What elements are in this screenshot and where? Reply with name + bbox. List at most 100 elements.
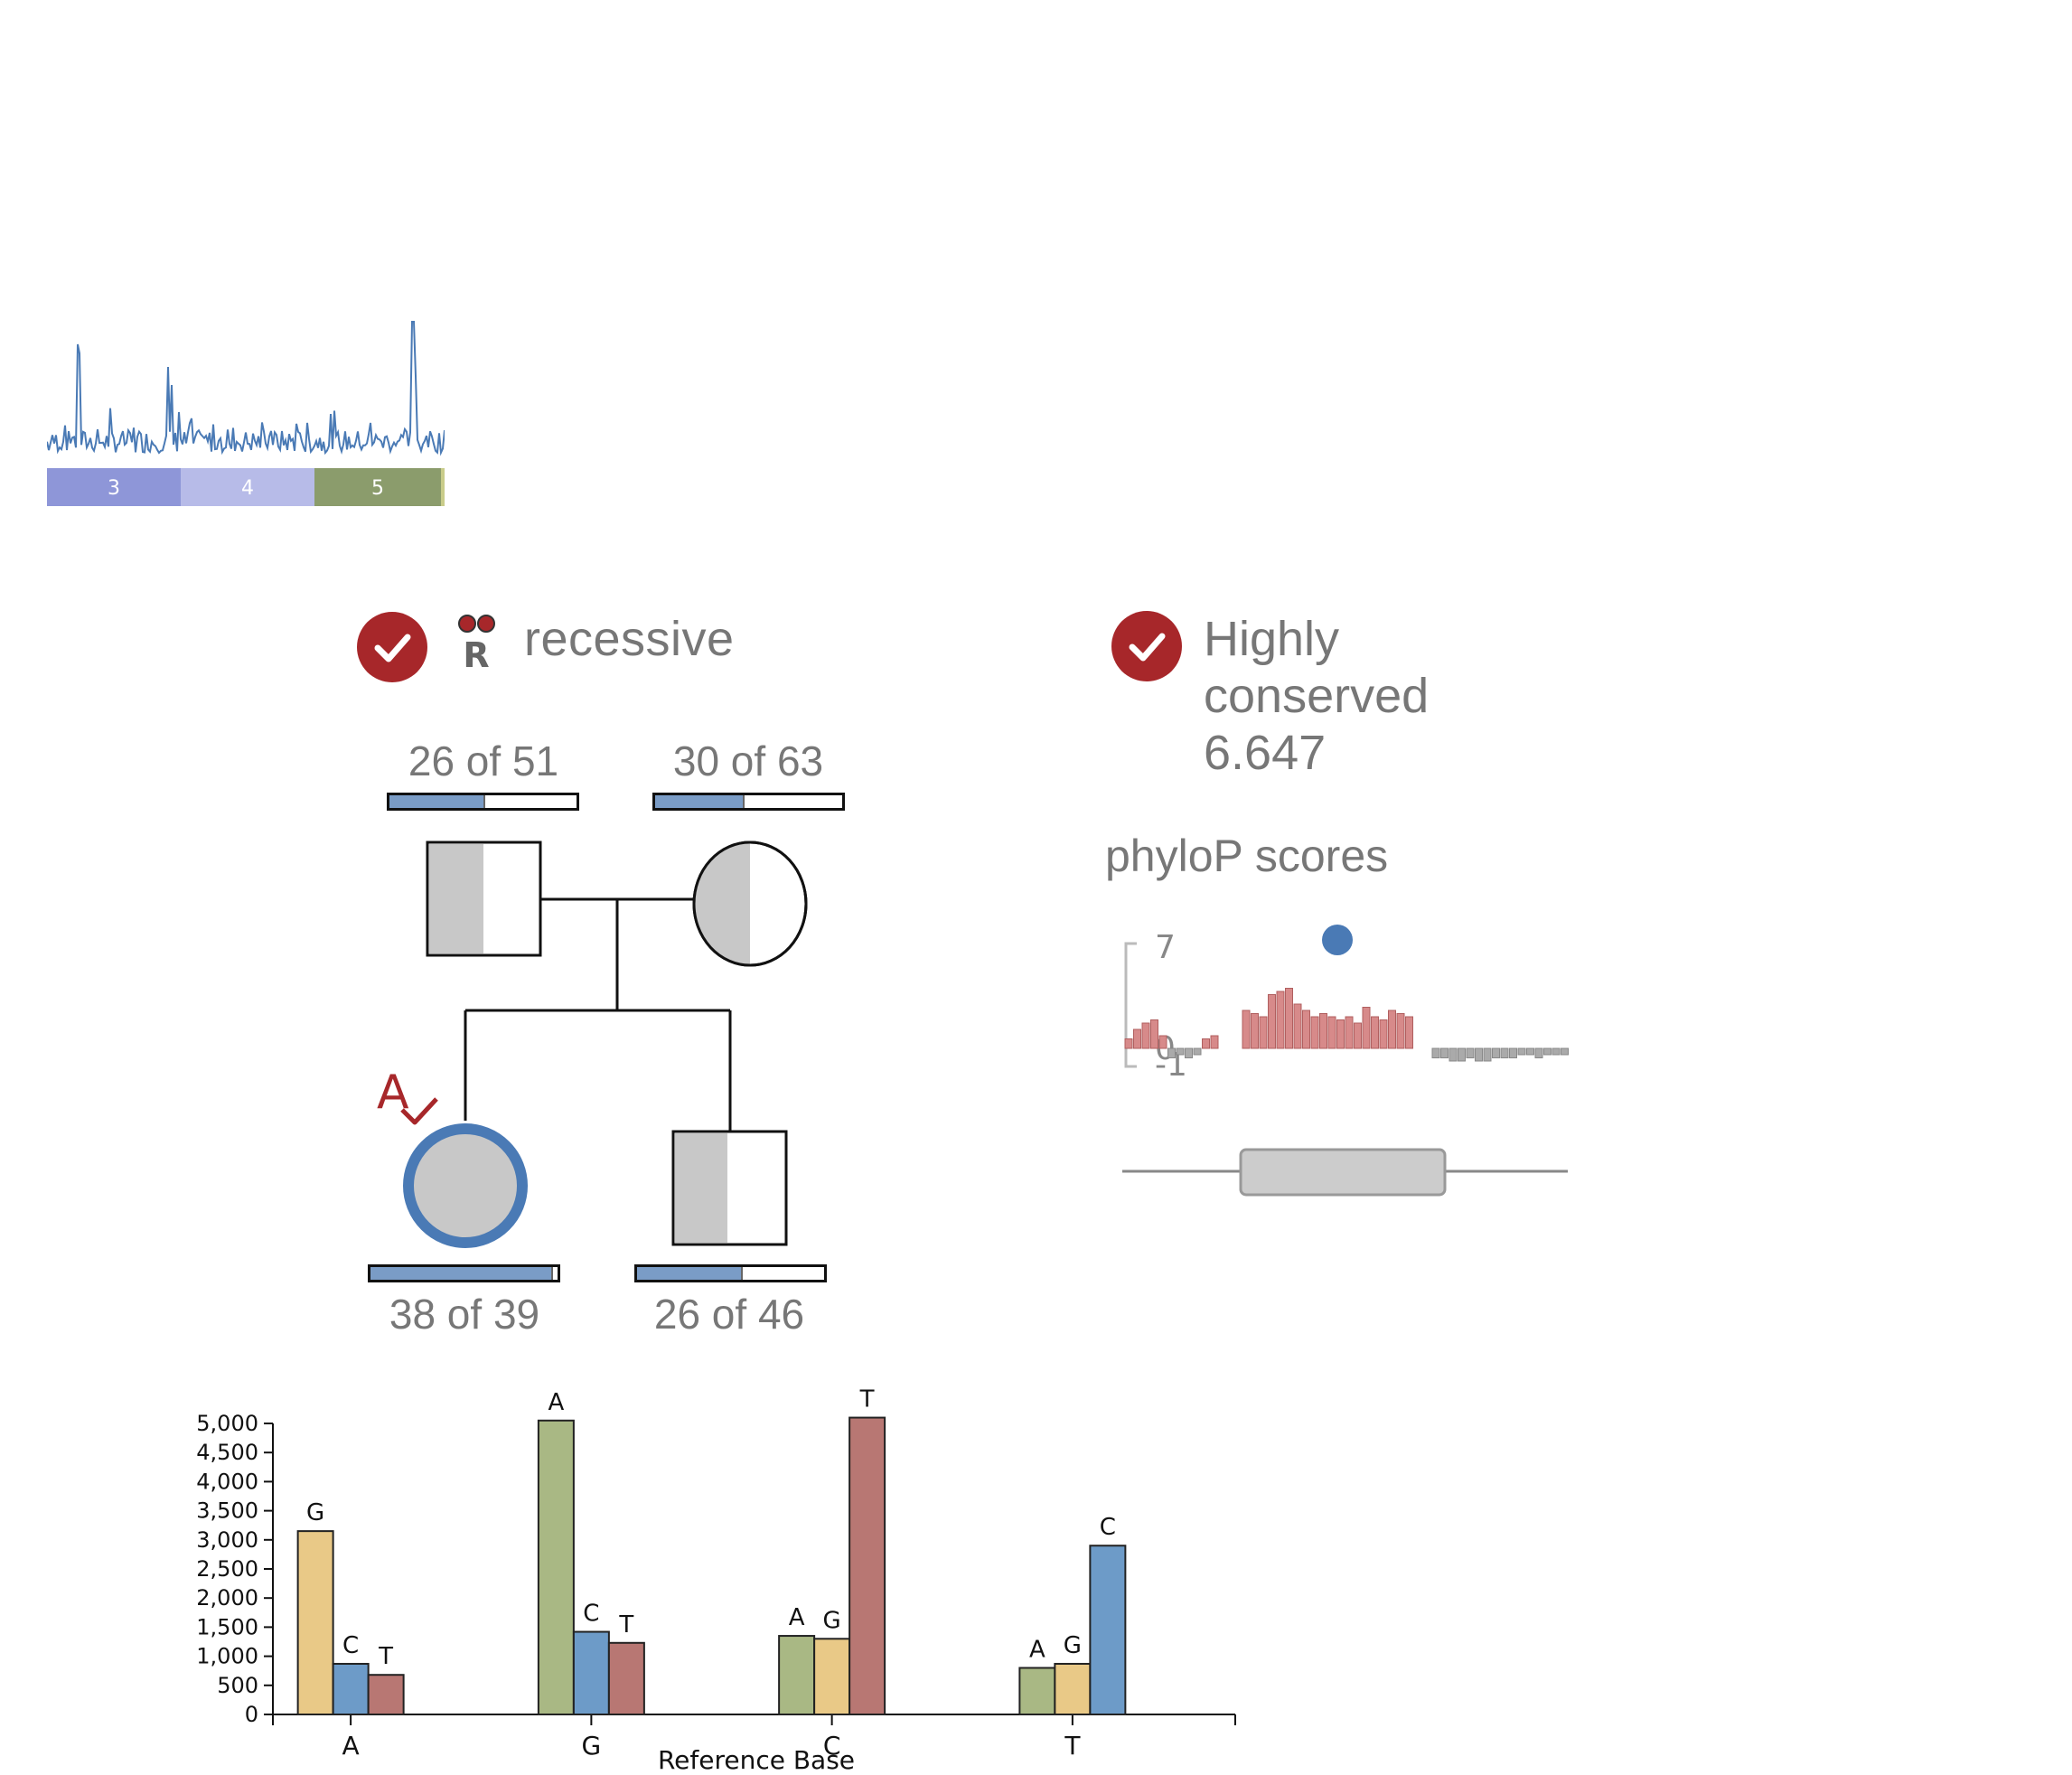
substitution-bar-chart: 0 500 1,000 1,500 2,000 2,500 3,000 3,500 4,000 4…: [196, 1386, 1236, 1771]
exon-segment-5: [314, 468, 441, 506]
bar-G-to-C: [572, 1630, 610, 1715]
phylop-bar: [1242, 1010, 1251, 1049]
father-count-label: 26 of 51: [408, 737, 559, 784]
bar-G-to-A: [537, 1419, 575, 1715]
exon-segment-4: [181, 468, 314, 506]
phylop-bar: [1440, 1047, 1449, 1058]
bar-A-to-G: [296, 1530, 334, 1715]
variant-position-marker: [1322, 925, 1353, 955]
conservation-title-line-2: conserved: [1204, 669, 1430, 723]
bar-label: C: [342, 1632, 359, 1659]
y-tick-label: 2,500: [196, 1556, 258, 1582]
phylop-bar: [1268, 994, 1276, 1049]
phylop-bar: [1210, 1035, 1219, 1049]
phylop-bar: [1158, 1035, 1167, 1049]
phylop-bar: [1561, 1047, 1569, 1056]
inheritance-check-icon: [357, 612, 427, 682]
phylop-bar: [1327, 1016, 1336, 1049]
mother-allele-bar: [652, 793, 845, 811]
gene-model-exon: [1239, 1148, 1447, 1197]
exon-label-4: 4: [241, 477, 254, 500]
exon-label-5: 5: [371, 477, 384, 500]
x-tick-label: T: [1064, 1731, 1081, 1761]
bar-groups: GC TAC T A GTA GC: [296, 1386, 1127, 1716]
sibling-symbol: [671, 1130, 788, 1246]
father-symbol: [426, 841, 542, 957]
y-tick-label: 4,000: [196, 1469, 258, 1494]
phylop-bar: [1509, 1047, 1517, 1058]
phylop-bar: [1475, 1047, 1483, 1062]
phylop-bar: [1124, 1038, 1133, 1049]
y-tick-label: 500: [217, 1673, 258, 1698]
coverage-line: [47, 321, 445, 456]
proband-allele-bar: [368, 1264, 560, 1282]
phylop-bar: [1526, 1047, 1534, 1056]
mother-count-label: 30 of 63: [672, 737, 824, 784]
phylop-bar: [1251, 1013, 1259, 1049]
svg-text:R: R: [463, 635, 489, 674]
phylop-bars: [1124, 988, 1569, 1062]
sibling-allele-bar-fill: [637, 1267, 743, 1280]
phylop-bar: [1543, 1047, 1552, 1056]
y-tick-label: 0: [245, 1702, 258, 1727]
y-tick-label: 5,000: [196, 1411, 258, 1436]
exon-label-3: 3: [108, 477, 120, 500]
phylop-bar: [1345, 1016, 1354, 1049]
inheritance-mode-label: recessive: [524, 612, 735, 666]
bar-label: A: [1029, 1636, 1045, 1663]
bar-label: G: [306, 1499, 324, 1526]
phylop-bar: [1534, 1047, 1543, 1058]
phylop-bar: [1293, 1003, 1302, 1049]
phylop-bar: [1379, 1019, 1388, 1049]
phylop-bar: [1285, 988, 1293, 1049]
x-tick-label: G: [582, 1731, 602, 1761]
phylop-bar: [1500, 1047, 1509, 1058]
coverage-track: 3 4 5: [47, 321, 445, 506]
bar-label: T: [859, 1386, 875, 1413]
phylop-bar: [1396, 1013, 1405, 1049]
bar-C-to-G: [813, 1638, 851, 1715]
proband-count-label: 38 of 39: [389, 1291, 540, 1338]
conservation-title-line-1: Highly: [1204, 612, 1340, 666]
phylop-bar: [1371, 1016, 1379, 1049]
bar-A-to-T: [367, 1674, 405, 1716]
phylop-bar: [1150, 1019, 1158, 1049]
bar-label: A: [789, 1604, 805, 1631]
sibling-count-label: 26 of 46: [653, 1291, 805, 1338]
phylop-bar: [1388, 1010, 1396, 1049]
phylop-bar: [1517, 1047, 1526, 1056]
conservation-score: 6.647: [1204, 726, 1327, 780]
bar-label: G: [823, 1607, 841, 1634]
phylop-bar: [1167, 1047, 1176, 1058]
phylop-bar: [1185, 1047, 1193, 1058]
bar-T-to-A: [1018, 1667, 1056, 1716]
phylop-bar: [1141, 1022, 1150, 1049]
y-axis: 0 500 1,000 1,500 2,000 2,500 3,000 3,500 4,000 4…: [196, 1411, 274, 1727]
phylop-bar: [1354, 1022, 1362, 1049]
sibling-allele-bar: [634, 1264, 827, 1282]
bar-C-to-T: [848, 1416, 886, 1716]
phylop-axis: [1124, 942, 1137, 1068]
phylop-bar: [1176, 1047, 1185, 1056]
alt-allele-check-mark: A: [377, 1066, 438, 1125]
x-tick-label: C: [823, 1731, 841, 1761]
proband-symbol: [403, 1123, 528, 1248]
father-allele-bar: [387, 793, 579, 811]
bar-T-to-C: [1089, 1545, 1127, 1715]
phylop-bar: [1202, 1038, 1210, 1049]
phylop-chart: 7 0 -1: [1122, 925, 1569, 1197]
phylop-bar: [1405, 1016, 1413, 1049]
phylop-bar: [1492, 1047, 1500, 1058]
bar-label: G: [1064, 1632, 1082, 1659]
bar-C-to-A: [778, 1635, 816, 1715]
phylop-bar: [1362, 1007, 1371, 1049]
exon-track: 3 4 5: [47, 468, 445, 506]
x-tick-label: A: [342, 1731, 360, 1761]
y-tick-label: 3,000: [196, 1527, 258, 1553]
exon-segment-tail: [441, 468, 445, 506]
phylop-bar: [1302, 1010, 1310, 1049]
y-tick-label: 3,500: [196, 1498, 258, 1524]
y-tick-label: 2,000: [196, 1585, 258, 1611]
phylop-axis-top-label: 7: [1155, 929, 1176, 966]
phylop-bar: [1431, 1047, 1440, 1058]
